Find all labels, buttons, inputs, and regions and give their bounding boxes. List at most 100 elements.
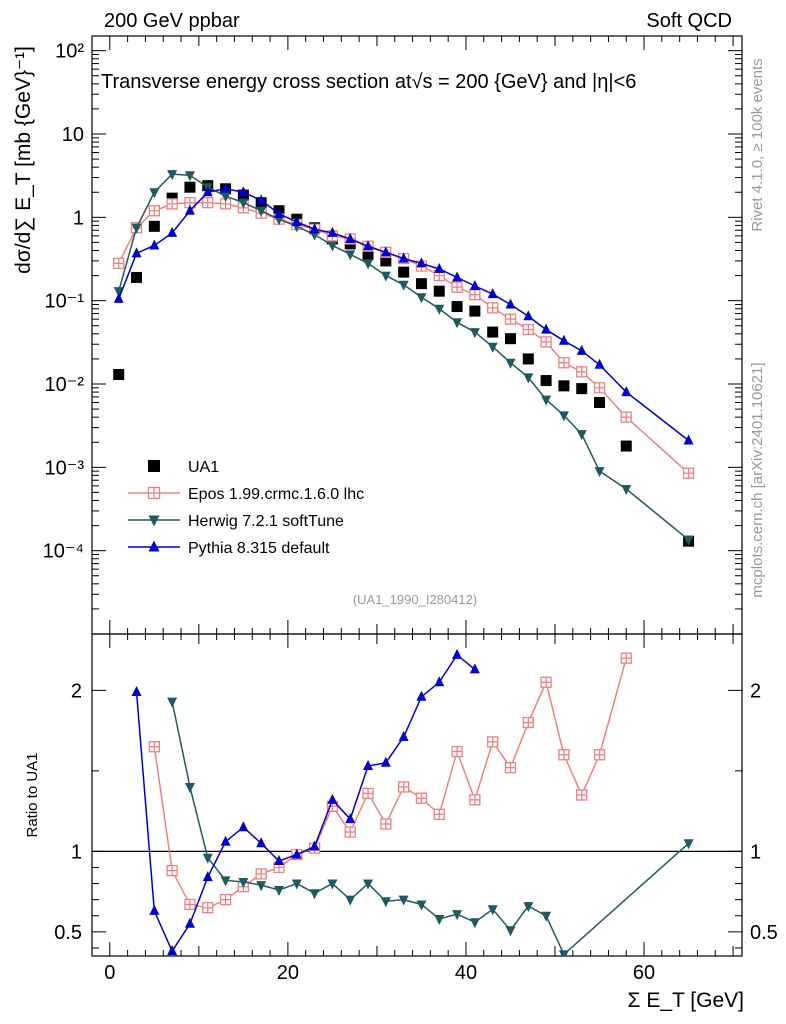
data-point [398,266,410,278]
ratio-point [220,876,231,887]
data-point [167,226,178,237]
ratio-point [504,761,517,774]
data-point [576,383,588,395]
ratio-point [380,897,391,908]
ratio-point [255,868,267,880]
legend-label: Epos 1.99.crmc.1.6.0 lhc [188,486,364,503]
ratio-series-layer [131,648,694,956]
data-point [327,226,338,237]
ratio-point [309,889,320,900]
data-point [594,396,606,408]
main-y-axis-label: dσ/d∑ E_T [mb {GeV}⁻¹] [12,46,35,274]
data-point [434,262,445,273]
data-point [113,369,125,381]
ratio-y-axis-label: Ratio to UA1 [24,752,41,837]
data-point [291,215,302,226]
ratio-point [522,716,534,729]
main-series-layer [113,170,695,547]
ratio-point [415,792,428,804]
data-point [558,334,569,345]
data-point [558,357,570,369]
data-point [362,248,374,260]
ratio-point [487,736,499,748]
ratio-point [433,808,445,820]
ratio-point [167,945,178,956]
data-point [621,484,632,495]
data-point [184,204,195,215]
data-point [487,326,499,338]
header-energy: 200 GeV ppbar [104,10,240,32]
data-point [131,223,142,234]
data-point [469,279,480,290]
ratio-point [202,871,213,882]
data-point [363,259,374,270]
x-tick-label: 0 [104,962,115,984]
data-point [523,373,534,384]
ratio-point [202,853,213,864]
legend-marker [147,486,161,500]
data-point [309,223,320,234]
data-point [149,188,160,199]
data-point [166,192,178,204]
ratio-point [166,865,178,877]
legend-marker [148,540,160,552]
data-point [149,239,160,250]
ratio-point [131,685,142,696]
ratio-point [540,676,552,688]
data-point [504,313,517,325]
data-point [238,186,249,197]
data-point [505,358,516,369]
ratio-point [398,731,409,742]
ratio-point [558,950,569,956]
data-point [683,434,694,445]
data-point [345,232,356,243]
ratio-point [184,917,195,928]
data-point [451,281,463,293]
ratio-point [273,855,284,866]
main-plot-title: Transverse energy cross section at√s = 2… [101,71,636,93]
ratio-y-tick-label-right: 1 [750,841,761,863]
data-point [398,280,409,291]
ratio-point [620,652,632,664]
ratio-point [149,904,160,915]
ratio-y-tick-label-right: 2 [750,680,761,702]
ratio-point [256,837,267,848]
data-point [682,467,695,479]
ratio-point [469,663,480,674]
data-point [620,411,632,423]
y-tick-label: 1 [73,207,84,229]
y-tick-label: 10⁻² [45,374,85,396]
data-point [416,257,427,268]
analysis-id: (UA1_1990_I280412) [353,592,477,607]
x-tick-label: 20 [277,962,299,984]
data-point [522,353,534,365]
data-point [540,336,552,348]
ratio-point [541,911,552,922]
data-point [621,386,632,397]
data-point [558,380,570,392]
data-point [148,220,160,232]
ratio-point [451,745,463,758]
ratio-point [487,905,498,916]
ratio-point [593,749,606,761]
ratio-y-tick-label-right: 0.5 [750,922,778,944]
ratio-point [309,840,320,851]
data-point [327,241,338,252]
ratio-point [344,826,356,838]
ratio-point [683,839,694,850]
legend-marker [148,515,160,527]
ratio-point [291,848,302,859]
main-y-ticks: 10⁻⁴ 10⁻³ 10⁻² 10⁻¹ 1 10 10² [43,41,742,635]
data-point [523,310,534,321]
x-axis-ticks: 0 20 40 60 [104,36,734,984]
data-point [469,305,481,317]
data-point [594,467,605,478]
ratio-point [327,793,338,804]
ratio-point [256,881,267,892]
header-category: Soft QCD [646,10,732,32]
ratio-y-tick-label: 2 [71,680,82,702]
ratio-point [273,885,284,896]
ratio-point [505,926,516,937]
data-point [451,301,463,313]
data-point [363,240,374,251]
